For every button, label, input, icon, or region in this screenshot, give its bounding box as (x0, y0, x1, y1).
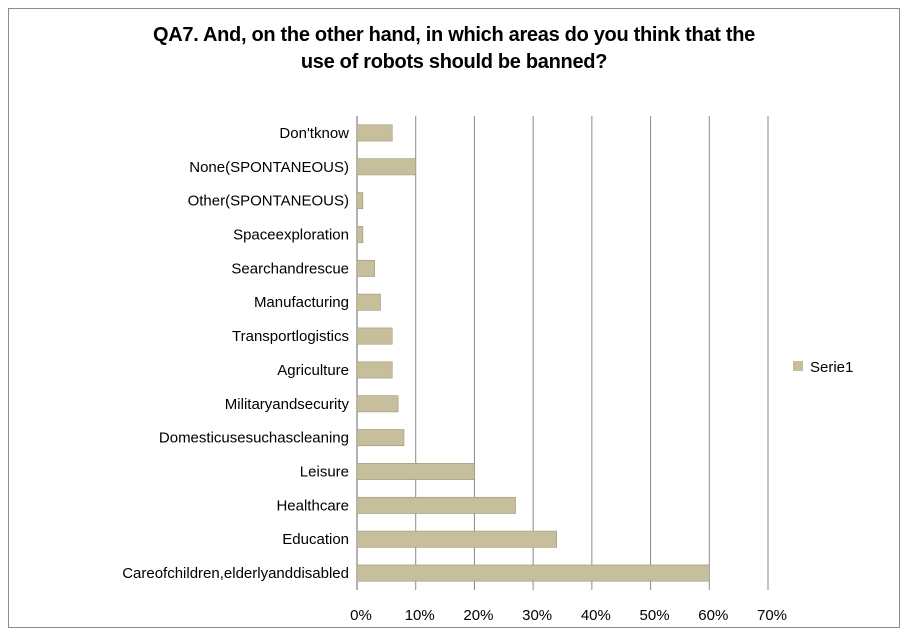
category-label: Search and rescue (231, 260, 349, 277)
bar (357, 396, 398, 412)
bar (357, 565, 709, 581)
bar (357, 463, 474, 479)
bar (357, 362, 392, 378)
bar (357, 159, 416, 175)
category-label: Healthcare (276, 497, 349, 514)
category-label: Don't know (279, 125, 349, 142)
x-tick-label: 20% (463, 607, 493, 624)
x-tick-label: 0% (350, 607, 372, 624)
bar (357, 497, 516, 513)
category-label: Domestic use such as cleaning (159, 430, 349, 447)
legend-label: Serie1 (810, 359, 853, 376)
x-tick-labels: 0% 10% 20% 30% 40% 50% 60% 70% (350, 607, 787, 624)
x-tick-label: 30% (522, 607, 552, 624)
bar (357, 328, 392, 344)
x-tick-label: 10% (405, 607, 435, 624)
category-label: Leisure (300, 464, 349, 481)
category-label: Manufacturing (254, 294, 349, 311)
x-tick-label: 40% (581, 607, 611, 624)
gridlines (357, 116, 768, 590)
category-label: None (SPONTANEOUS) (189, 159, 349, 176)
bar (357, 125, 392, 141)
category-labels: Don't know None (SPONTANEOUS) Other (SPO… (122, 125, 349, 582)
category-label: Transport logistics (232, 328, 349, 345)
bar (357, 430, 404, 446)
category-label: Care of children, elderly and disabled (122, 565, 349, 582)
bar (357, 260, 375, 276)
category-label: Education (282, 531, 349, 548)
legend: Serie1 (793, 359, 853, 376)
category-label: Military and security (225, 396, 350, 413)
category-label: Space exploration (233, 227, 349, 244)
x-tick-label: 50% (640, 607, 670, 624)
bar (357, 531, 557, 547)
category-label: Other (SPONTANEOUS) (188, 193, 349, 210)
legend-swatch (793, 361, 803, 371)
bar (357, 193, 363, 209)
x-tick-label: 70% (757, 607, 787, 624)
x-tick-label: 60% (698, 607, 728, 624)
bar (357, 226, 363, 242)
bar (357, 294, 380, 310)
category-label: Agriculture (277, 362, 349, 379)
